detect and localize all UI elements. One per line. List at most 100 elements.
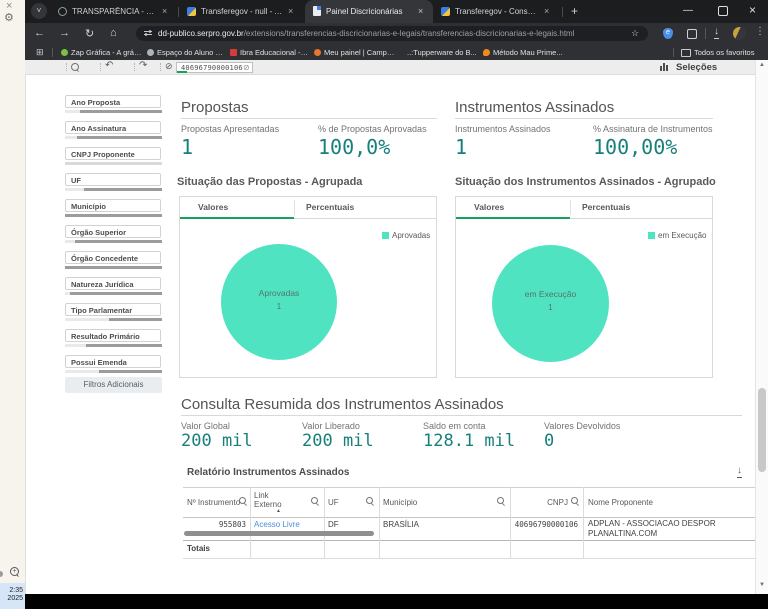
filter-state-bar [65,214,162,217]
gear-icon[interactable]: ⚙ [4,12,14,24]
tab-close-icon[interactable]: × [162,6,168,16]
site-info-icon[interactable] [144,30,152,37]
tab-transparencia[interactable]: TRANSPARÊNCIA - PROJETO SE × [52,0,177,23]
new-tab-button[interactable]: + [571,4,579,18]
tab-favicon [187,7,196,16]
page-scrollbar[interactable]: ▲ ▼ [755,60,768,594]
filter-uf[interactable]: UF [65,173,161,186]
tab-transferegov-consultar[interactable]: Transferegov - Consultar Propo × [435,0,560,23]
export-download-icon[interactable]: ↓ [737,465,742,478]
tab-close-icon[interactable]: × [544,6,550,16]
undo-selection-icon[interactable]: ↶ [105,60,114,71]
tab-valores-active[interactable]: Valores [180,197,294,219]
menu-kebab-icon[interactable]: ⋮ [755,26,765,37]
bookmark-favicon [483,49,490,56]
filter-resultado-primario[interactable]: Resultado Primário [65,329,161,342]
filter-natureza-juridica[interactable]: Natureza Jurídica [65,277,161,290]
window-minimize-button[interactable]: — [683,5,693,16]
table-hscrollbar-thumb[interactable] [184,531,374,536]
filter-cnpj-proponente[interactable]: CNPJ Proponente [65,147,161,160]
tab-close-icon[interactable]: × [418,6,424,16]
chart-right-card: Valores Percentuais em Execução em Execu… [455,196,713,378]
remove-selection-icon[interactable]: ⊘ [243,62,250,72]
tab-favicon [313,6,321,16]
adblock-shield-icon[interactable]: e [663,28,673,39]
url-text[interactable]: dd-publico.serpro.gov.br/extensions/tran… [158,29,620,38]
cell-nome-proponente-line2[interactable]: PLANALTINA.COM [588,529,658,538]
cell-link-externo[interactable]: Acesso Livre [254,520,300,529]
tab-divider [562,7,563,17]
window-maximize-button[interactable] [718,6,728,16]
redo-selection-icon[interactable]: ↷ [139,60,148,71]
col-header-cnpj[interactable]: CNPJ [547,498,568,507]
pie-value: 1 [548,303,553,312]
cell-nome-proponente-line1[interactable]: ADPLAN - ASSOCIACAO DESPOR [588,519,716,528]
tab-percentuais[interactable]: Percentuais [306,197,354,218]
filter-state-bar [65,370,162,373]
scroll-down-arrow[interactable]: ▼ [759,582,765,588]
filter-orgao-concedente[interactable]: Órgão Concedente [65,251,161,264]
table-totals-border [183,540,755,541]
profile-avatar[interactable] [733,27,746,40]
tab-transferegov-acesso[interactable]: Transferegov - null - Acesso Liv × [181,0,303,23]
tab-search-button[interactable]: ˅ [31,3,47,19]
filter-orgao-superior[interactable]: Órgão Superior [65,225,161,238]
tab-valores-active[interactable]: Valores [456,197,570,219]
kpi-value-propostas-apresentadas: 1 [181,135,194,159]
cell-cnpj[interactable]: 40696790000106 [514,520,578,529]
selections-tool-icon[interactable] [660,63,670,71]
omnibox[interactable]: dd-publico.serpro.gov.br/extensions/tran… [136,26,648,41]
filter-municipio[interactable]: Município [65,199,161,212]
forward-icon[interactable]: → [59,27,70,39]
col-header-municipio[interactable]: Município [383,498,418,507]
filter-ano-proposta[interactable]: Ano Proposta [65,95,161,108]
column-search-icon[interactable] [571,497,578,504]
tab-close-icon[interactable]: × [288,6,294,16]
close-icon[interactable]: × [6,0,13,12]
tab-percentuais[interactable]: Percentuais [582,197,630,218]
propostas-title: Propostas [181,99,249,116]
pie-slice-aprovadas[interactable]: Aprovadas 1 [221,244,337,360]
filtros-adicionais-button[interactable]: Filtros Adicionais [65,377,162,393]
cell-uf[interactable]: DF [328,520,339,529]
legend-label[interactable]: em Execução [658,231,707,240]
col-header-link-externo[interactable]: Link Externo [254,491,282,509]
table-header-border [183,517,755,518]
window-close-button[interactable]: × [749,3,757,17]
download-icon[interactable]: ↓ [714,26,719,39]
smart-search-icon[interactable] [71,63,79,71]
selections-label[interactable]: Seleções [676,62,718,73]
cell-n-instrumento[interactable]: 955803 [218,520,246,529]
filter-ano-assinatura[interactable]: Ano Assinatura [65,121,161,134]
kpi-label: Valor Liberado [302,421,360,431]
col-border [324,487,325,558]
home-icon[interactable]: ⌂ [110,27,117,39]
col-header-uf[interactable]: UF [328,498,339,507]
clear-selections-icon[interactable]: ⊘ [165,61,173,71]
back-icon[interactable]: ← [34,27,45,39]
filter-state-bar [65,318,162,321]
column-search-icon[interactable] [366,497,373,504]
selection-chip-cnpj[interactable]: 40696790000106 ⊘ [176,61,253,73]
taskbar-clock[interactable]: 2:35 2025 [0,583,25,609]
scroll-up-arrow[interactable]: ▲ [759,62,765,68]
column-search-icon[interactable] [311,497,318,504]
tab-painel-discricionarias-active[interactable]: Painel Discricionárias × [305,0,433,23]
col-header-n-instrumento[interactable]: Nº Instrumento [187,498,241,507]
column-search-icon[interactable] [497,497,504,504]
legend-label[interactable]: Aprovadas [392,231,431,240]
tab-divider [294,200,295,215]
apps-grid-icon[interactable]: ⊞ [36,47,44,57]
bookmark-star-icon[interactable]: ☆ [631,28,640,38]
extensions-puzzle-icon[interactable] [687,29,697,39]
col-header-nome-proponente[interactable]: Nome Proponente [588,498,653,507]
filter-tipo-parlamentar[interactable]: Tipo Parlamentar [65,303,161,316]
pie-slice-em-execucao[interactable]: em Execução 1 [492,245,609,362]
scrollbar-thumb[interactable] [758,388,766,472]
reload-icon[interactable]: ↻ [85,28,95,40]
pie-value: 1 [276,302,282,311]
filter-possui-emenda[interactable]: Possui Emenda [65,355,161,368]
bookmark-label: Espaço do Aluno Cé... [157,48,227,57]
cell-municipio[interactable]: BRASÍLIA [383,520,420,529]
column-search-icon[interactable] [239,497,246,504]
